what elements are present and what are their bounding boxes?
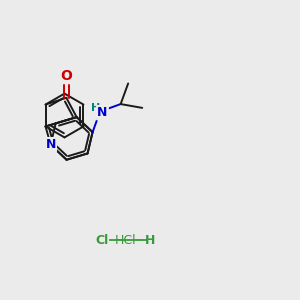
Text: O: O: [60, 69, 72, 83]
Text: H: H: [91, 103, 100, 113]
Text: N: N: [45, 138, 56, 151]
Text: Cl: Cl: [95, 233, 109, 247]
Text: H: H: [145, 233, 155, 247]
Text: N: N: [97, 106, 108, 119]
Text: HCl: HCl: [115, 233, 137, 247]
